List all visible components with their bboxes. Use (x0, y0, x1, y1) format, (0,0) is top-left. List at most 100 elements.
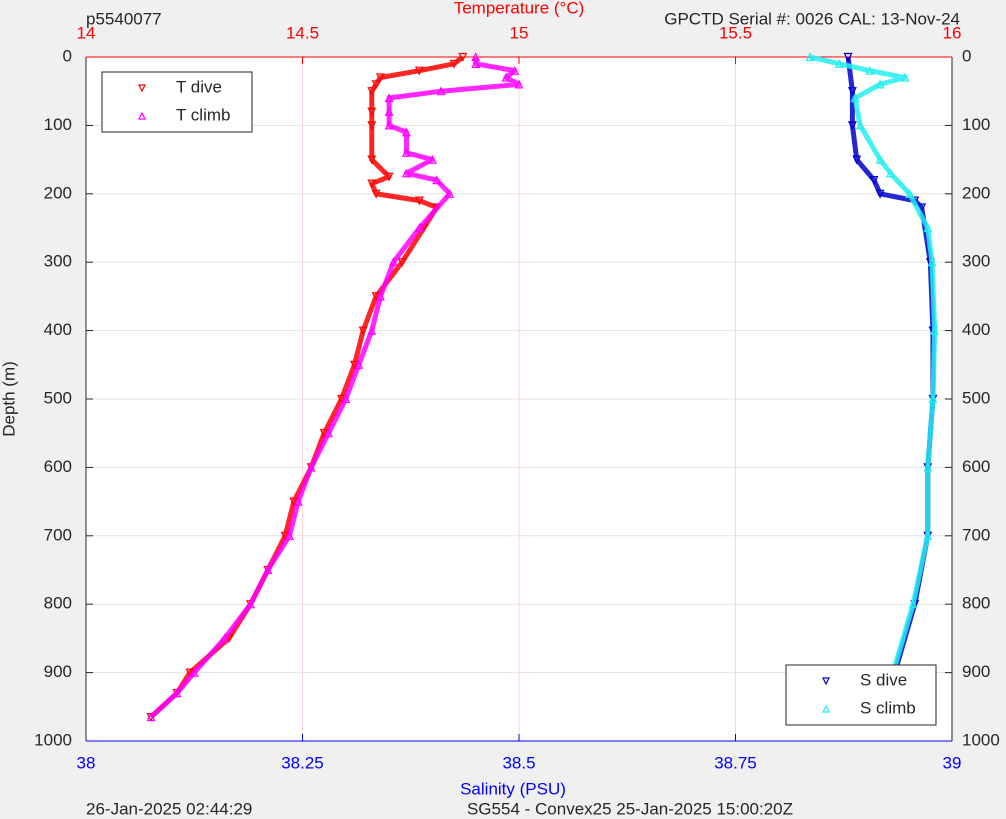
data-point (367, 87, 377, 97)
data-point (449, 59, 459, 69)
y-tick-label: 100 (962, 115, 990, 134)
data-point (458, 52, 468, 62)
x-tick-label: 39 (943, 753, 962, 772)
data-point (172, 688, 182, 698)
data-point (263, 565, 273, 575)
series-line (149, 57, 522, 719)
data-point (865, 65, 875, 75)
legend-box (785, 664, 937, 726)
legend-marker (822, 704, 830, 713)
data-point (220, 633, 230, 643)
x-tick-label: 38.75 (714, 753, 757, 772)
y-tick-label: 200 (44, 183, 72, 202)
y-tick-label: 800 (44, 594, 72, 613)
data-point (375, 73, 385, 83)
y-tick-label: 1000 (962, 730, 1000, 749)
data-point (432, 175, 442, 185)
y-tick-label: 0 (962, 46, 971, 65)
chart-title: p5540077 (86, 9, 162, 28)
x2-tick-label: 16 (943, 23, 962, 42)
data-point (367, 107, 377, 117)
data-point (285, 530, 294, 540)
y-tick-label: 500 (962, 388, 990, 407)
data-point (401, 147, 411, 157)
x-tick-label: 38 (77, 753, 96, 772)
data-point (905, 188, 915, 198)
footer-right: SG554 - Convex25 25-Jan-2025 15:00:20Z (467, 799, 793, 818)
data-point (371, 189, 381, 199)
data-point (401, 168, 411, 178)
data-point (855, 120, 865, 130)
data-point (388, 257, 398, 267)
x-axis-label: Salinity (PSU) (460, 779, 566, 798)
legend-label: S dive (860, 670, 907, 689)
y-tick-label: 600 (44, 457, 72, 476)
data-point (397, 258, 407, 268)
data-point (358, 326, 368, 336)
data-point (189, 667, 199, 677)
data-point (289, 497, 299, 507)
data-point (501, 72, 511, 82)
footer-left: 26-Jan-2025 02:44:29 (86, 799, 252, 818)
y-tick-label: 300 (962, 252, 990, 271)
data-point (371, 80, 381, 90)
data-point (246, 599, 256, 609)
data-point (843, 52, 853, 62)
data-point (367, 155, 377, 165)
data-point (341, 394, 351, 404)
data-point (414, 196, 424, 206)
data-point (384, 106, 394, 116)
data-point (852, 155, 862, 165)
data-point (875, 79, 885, 89)
data-point (384, 93, 394, 103)
data-point (401, 127, 411, 137)
y-tick-label: 500 (44, 388, 72, 407)
data-point (367, 179, 377, 189)
data-point (908, 599, 918, 609)
data-point (445, 188, 455, 198)
x2-axis-label: Temperature (°C) (454, 0, 585, 17)
x-tick-label: 38.5 (502, 753, 535, 772)
data-point (293, 496, 303, 506)
data-point (514, 79, 524, 89)
data-point (354, 359, 364, 369)
data-point (917, 203, 927, 213)
y-tick-label: 100 (44, 115, 72, 134)
y-axis-label: Depth (m) (0, 361, 18, 437)
data-point (384, 172, 394, 182)
data-point (847, 87, 857, 97)
y-tick-label: 900 (962, 662, 990, 681)
data-point (923, 462, 933, 472)
data-point (930, 325, 940, 335)
data-point (847, 121, 857, 131)
legend-marker (138, 111, 146, 120)
data-point (875, 154, 885, 164)
x2-tick-label: 15 (510, 23, 529, 42)
data-point (834, 58, 844, 68)
legend-marker (138, 84, 146, 93)
data-point (436, 86, 446, 96)
legend-label: T climb (176, 105, 230, 124)
legend-marker (822, 677, 830, 686)
y-tick-label: 800 (962, 594, 990, 613)
data-point (923, 530, 933, 540)
data-point (886, 168, 895, 178)
data-point (923, 223, 933, 233)
series-line (809, 54, 938, 718)
data-point (306, 462, 316, 472)
chart-subtitle: GPCTD Serial #: 0026 CAL: 13-Nov-24 (664, 9, 960, 28)
y-tick-label: 400 (962, 320, 990, 339)
y-tick-label: 0 (63, 46, 72, 65)
data-point (375, 291, 385, 301)
y-tick-label: 900 (44, 662, 72, 681)
legend-box (101, 71, 253, 133)
data-point (384, 120, 394, 130)
y-tick-label: 600 (962, 457, 990, 476)
y-tick-label: 700 (962, 525, 990, 544)
data-point (367, 325, 377, 335)
data-point (510, 65, 520, 75)
y-tick-label: 400 (44, 320, 72, 339)
y-tick-label: 200 (962, 183, 990, 202)
x-tick-label: 38.25 (281, 753, 324, 772)
data-point (805, 52, 815, 62)
